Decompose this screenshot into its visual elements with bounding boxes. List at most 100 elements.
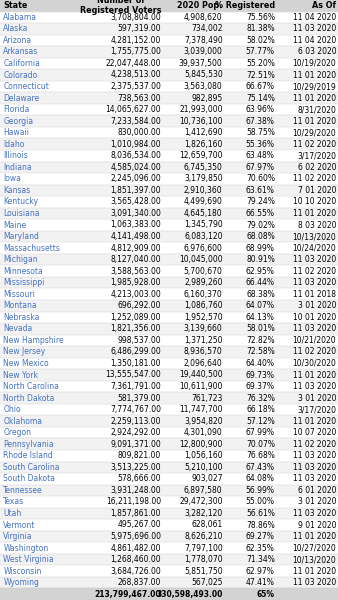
Text: 578,666.00: 578,666.00 (118, 475, 161, 484)
Bar (0, 381, 338, 392)
Text: Colorado: Colorado (3, 70, 38, 79)
Text: 69.37%: 69.37% (246, 382, 275, 391)
Bar (0, 231, 338, 242)
Bar (0, 150, 338, 161)
Text: 11 03 2020: 11 03 2020 (293, 509, 336, 518)
Text: Virginia: Virginia (3, 532, 33, 541)
Bar (0, 127, 338, 139)
Text: 10/13/2020: 10/13/2020 (293, 555, 336, 564)
Text: 1,056,160: 1,056,160 (184, 451, 223, 460)
Bar (0, 219, 338, 231)
Text: 597,319.00: 597,319.00 (118, 25, 161, 34)
Text: 19,440,500: 19,440,500 (179, 371, 223, 380)
Bar (0, 439, 338, 450)
Text: 67.38%: 67.38% (246, 116, 275, 125)
Text: 11 03 2020: 11 03 2020 (293, 325, 336, 334)
Text: 81.38%: 81.38% (246, 25, 275, 34)
Text: Arizona: Arizona (3, 36, 32, 45)
Bar (0, 531, 338, 542)
Text: 79.24%: 79.24% (246, 197, 275, 206)
Text: 7,361,791.00: 7,361,791.00 (111, 382, 161, 391)
Text: Rhode Island: Rhode Island (3, 451, 53, 460)
Bar (0, 335, 338, 346)
Text: 67.99%: 67.99% (246, 428, 275, 437)
Text: 11,747,700: 11,747,700 (179, 405, 223, 414)
Text: 11 01 2020: 11 01 2020 (293, 532, 336, 541)
Text: New Jersey: New Jersey (3, 347, 46, 356)
Text: 761,723: 761,723 (191, 394, 223, 403)
Bar (0, 139, 338, 150)
Text: 3/17/2020: 3/17/2020 (297, 151, 336, 160)
Text: 3,179,850: 3,179,850 (184, 175, 223, 184)
Text: 72.51%: 72.51% (246, 70, 275, 79)
Text: 1,778,070: 1,778,070 (184, 555, 223, 564)
Text: 11 02 2020: 11 02 2020 (293, 347, 336, 356)
Text: Arkansas: Arkansas (3, 47, 39, 56)
Text: 70.07%: 70.07% (246, 440, 275, 449)
Text: Iowa: Iowa (3, 175, 21, 184)
Text: 2020 Pop.: 2020 Pop. (177, 1, 223, 10)
Text: Oklahoma: Oklahoma (3, 416, 42, 425)
Text: California: California (3, 59, 40, 68)
Text: Montana: Montana (3, 301, 37, 310)
Text: 68.08%: 68.08% (246, 232, 275, 241)
Bar (0, 254, 338, 265)
Text: 69.27%: 69.27% (246, 532, 275, 541)
Text: Ohio: Ohio (3, 405, 21, 414)
Text: 734,002: 734,002 (191, 25, 223, 34)
Text: 10/19/2020: 10/19/2020 (293, 59, 336, 68)
Bar (0, 542, 338, 554)
Text: Number of
Registered Voters: Number of Registered Voters (80, 0, 161, 16)
Text: 998,537.00: 998,537.00 (118, 336, 161, 345)
Text: 830,000.00: 830,000.00 (118, 128, 161, 137)
Bar (0, 104, 338, 115)
Text: 7,797,100: 7,797,100 (184, 544, 223, 553)
Text: 76.32%: 76.32% (246, 394, 275, 403)
Bar (0, 554, 338, 565)
Text: 10,611,900: 10,611,900 (179, 382, 223, 391)
Text: 64.40%: 64.40% (246, 359, 275, 368)
Text: 1,063,383.00: 1,063,383.00 (111, 220, 161, 229)
Bar (0, 392, 338, 404)
Text: 4,908,620: 4,908,620 (184, 13, 223, 22)
Text: 7,378,490: 7,378,490 (184, 36, 223, 45)
Text: 1,851,397.00: 1,851,397.00 (111, 186, 161, 195)
Text: 8,936,570: 8,936,570 (184, 347, 223, 356)
Text: 982,895: 982,895 (191, 94, 223, 103)
Text: 11 03 2020: 11 03 2020 (293, 382, 336, 391)
Text: 71.34%: 71.34% (246, 555, 275, 564)
Text: Wisconsin: Wisconsin (3, 566, 42, 575)
Text: Connecticut: Connecticut (3, 82, 49, 91)
Text: 79.02%: 79.02% (246, 220, 275, 229)
Text: 2,096,640: 2,096,640 (184, 359, 223, 368)
Text: 4,585,024.00: 4,585,024.00 (111, 163, 161, 172)
Text: Pennsylvania: Pennsylvania (3, 440, 54, 449)
Text: 10 10 2020: 10 10 2020 (293, 197, 336, 206)
Text: Indiana: Indiana (3, 163, 32, 172)
Text: 62.95%: 62.95% (246, 266, 275, 275)
Text: 58.01%: 58.01% (246, 325, 275, 334)
Text: 4,812,909.00: 4,812,909.00 (111, 244, 161, 253)
Bar (0, 115, 338, 127)
Bar (0, 565, 338, 577)
Text: 6,160,370: 6,160,370 (184, 290, 223, 299)
Bar (0, 92, 338, 104)
Text: 4,645,180: 4,645,180 (184, 209, 223, 218)
Text: 10/21/2020: 10/21/2020 (293, 336, 336, 345)
Text: 57.12%: 57.12% (246, 416, 275, 425)
Text: 14,065,627.00: 14,065,627.00 (105, 105, 161, 114)
Text: % Registered: % Registered (215, 1, 275, 10)
Text: 581,379.00: 581,379.00 (118, 394, 161, 403)
Text: Oregon: Oregon (3, 428, 31, 437)
Bar (0, 311, 338, 323)
Text: 11 01 2020: 11 01 2020 (293, 94, 336, 103)
Bar (0, 46, 338, 58)
Text: Kentucky: Kentucky (3, 197, 39, 206)
Text: 268,837.00: 268,837.00 (118, 578, 161, 587)
Text: 6,976,600: 6,976,600 (184, 244, 223, 253)
Text: 2,910,360: 2,910,360 (184, 186, 223, 195)
Text: 10/27/2020: 10/27/2020 (293, 544, 336, 553)
Text: 11 02 2020: 11 02 2020 (293, 175, 336, 184)
Text: 66.55%: 66.55% (246, 209, 275, 218)
Text: Kansas: Kansas (3, 186, 31, 195)
